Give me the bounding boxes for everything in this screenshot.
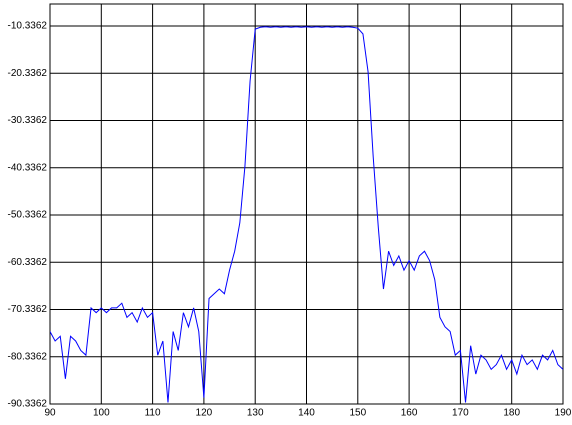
y-tick-label: -40.3362 <box>8 162 48 173</box>
y-tick-label: -90.3362 <box>8 399 48 410</box>
data-line <box>50 26 563 403</box>
x-tick-label: 170 <box>452 408 469 419</box>
x-tick-label: 100 <box>93 408 110 419</box>
y-tick-label: -80.3362 <box>8 351 48 362</box>
x-tick-label: 140 <box>298 408 315 419</box>
y-tick-label: -30.3362 <box>8 115 48 126</box>
x-tick-label: 150 <box>349 408 366 419</box>
x-tick-label: 180 <box>503 408 520 419</box>
y-tick-label: -10.3362 <box>8 21 48 32</box>
x-tick-label: 130 <box>247 408 264 419</box>
y-tick-label: -20.3362 <box>8 68 48 79</box>
x-tick-label: 120 <box>196 408 213 419</box>
y-tick-label: -50.3362 <box>8 210 48 221</box>
x-tick-label: 90 <box>44 408 56 419</box>
x-tick-label: 160 <box>401 408 418 419</box>
x-tick-label: 190 <box>555 408 572 419</box>
y-tick-label: -70.3362 <box>8 304 48 315</box>
y-tick-label: -60.3362 <box>8 257 48 268</box>
x-tick-label: 110 <box>145 408 161 419</box>
